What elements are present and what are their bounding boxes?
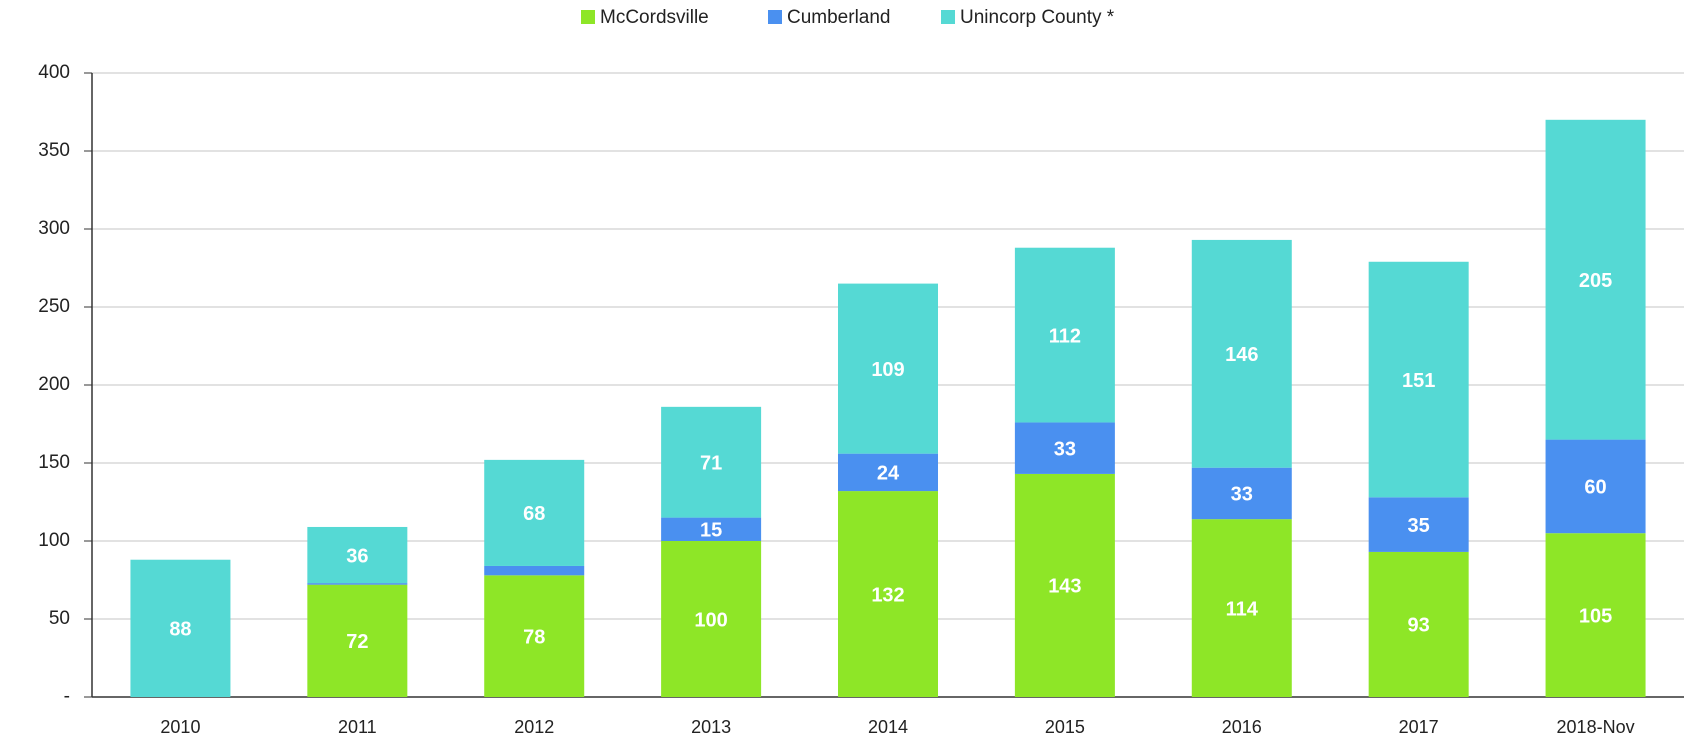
- bar-segment: [1014, 247, 1115, 423]
- bar-segment: [661, 517, 762, 541]
- bar-segment: [838, 283, 938, 454]
- data-label: 78: [523, 626, 545, 648]
- x-tick-label: 2018-Nov: [1557, 717, 1635, 737]
- y-tick-label: 50: [49, 608, 70, 629]
- y-tick-label: 200: [38, 374, 70, 395]
- y-tick-label: 100: [38, 530, 70, 551]
- data-label: 100: [694, 609, 727, 631]
- data-label: 33: [1231, 484, 1253, 506]
- data-label: 71: [700, 453, 722, 475]
- data-label: 33: [1054, 438, 1076, 460]
- bar-segment: [1368, 261, 1469, 498]
- x-tick-label: 2013: [691, 717, 731, 737]
- bar-segment: [1191, 519, 1292, 697]
- y-tick-label: 150: [38, 452, 70, 473]
- bar-segment: [838, 453, 938, 492]
- y-tick-label: 250: [38, 296, 70, 317]
- legend-swatch: [941, 10, 955, 24]
- bar-segment: [1545, 533, 1646, 697]
- x-tick-label: 2016: [1222, 717, 1262, 737]
- data-label: 93: [1408, 615, 1430, 637]
- x-tick-label: 2014: [868, 717, 908, 737]
- bar-segment: [1014, 473, 1115, 697]
- data-label: 15: [700, 520, 722, 542]
- bar-segment: [1191, 467, 1292, 520]
- y-tick-label: 400: [38, 62, 70, 83]
- bar-segment: [307, 583, 408, 585]
- bar-segment: [484, 565, 585, 576]
- bar-segment: [1014, 422, 1115, 474]
- x-tick-label: 2010: [160, 717, 200, 737]
- x-tick-label: 2017: [1399, 717, 1439, 737]
- bar-segment: [661, 541, 762, 697]
- bar-segment: [838, 491, 938, 697]
- bar-segment: [307, 526, 408, 584]
- legend-label: McCordsville: [600, 7, 709, 28]
- bar-segment: [307, 584, 408, 697]
- bar-segment: [484, 459, 585, 566]
- bar-segment: [484, 575, 585, 697]
- x-tick-label: 2015: [1045, 717, 1085, 737]
- data-label: 205: [1579, 270, 1612, 292]
- bar-segment: [1368, 551, 1469, 697]
- data-label: 151: [1402, 370, 1435, 392]
- y-tick-label: -: [64, 686, 70, 707]
- bar-segment: [130, 559, 231, 697]
- bar-segment: [1545, 439, 1646, 534]
- x-tick-label: 2012: [514, 717, 554, 737]
- data-label: 146: [1225, 344, 1258, 366]
- data-label: 68: [523, 503, 545, 525]
- legend-swatch: [581, 10, 595, 24]
- data-label: 35: [1408, 515, 1430, 537]
- y-tick-label: 350: [38, 140, 70, 161]
- bar-segment: [661, 406, 762, 518]
- bar-segment: [1545, 119, 1646, 440]
- data-label: 132: [871, 584, 904, 606]
- bar-segment: [1368, 497, 1469, 552]
- data-label: 114: [1226, 598, 1259, 620]
- y-tick-label: 300: [38, 218, 70, 239]
- x-tick-label: 2011: [338, 717, 377, 737]
- data-label: 72: [346, 631, 368, 653]
- data-label: 112: [1049, 325, 1081, 347]
- data-label: 60: [1584, 477, 1606, 499]
- data-label: 88: [169, 619, 191, 641]
- bar-segment: [1191, 239, 1292, 468]
- data-label: 109: [871, 359, 904, 381]
- data-label: 36: [346, 545, 368, 567]
- legend-swatch: [768, 10, 782, 24]
- data-label: 24: [877, 463, 900, 485]
- legend-label: Unincorp County *: [960, 7, 1115, 28]
- data-label: 105: [1579, 605, 1612, 627]
- legend-label: Cumberland: [787, 7, 891, 28]
- data-label: 143: [1048, 576, 1081, 598]
